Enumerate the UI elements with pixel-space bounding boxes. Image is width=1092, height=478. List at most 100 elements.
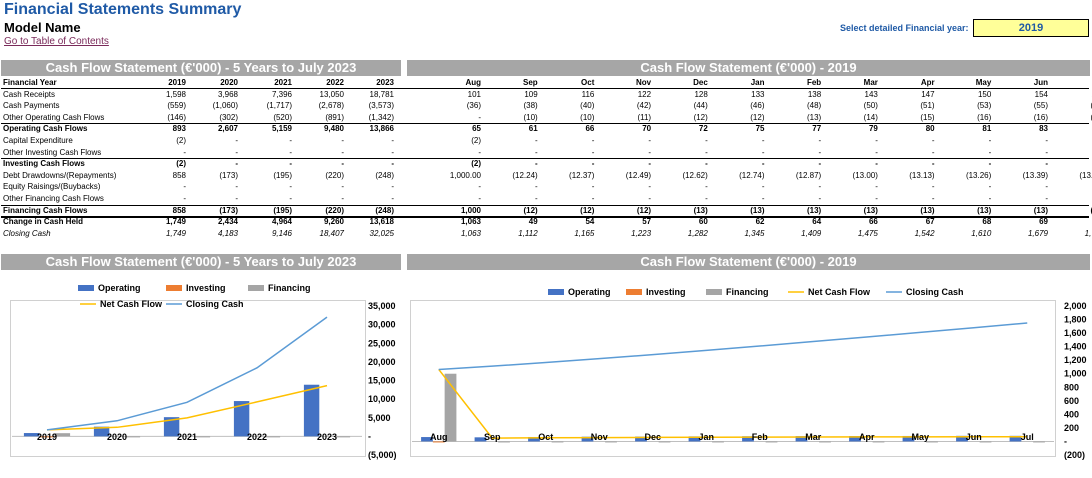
month-header: Jun [1033, 78, 1048, 87]
legend-swatch [706, 289, 722, 295]
table-cell: 49 [528, 217, 538, 227]
line-net-cash-flow [438, 368, 1028, 439]
x-tick-label: May [911, 432, 929, 442]
table-cell: - [591, 194, 595, 203]
table-cell: - [931, 136, 935, 145]
table-cell: - [875, 159, 878, 169]
table-cell: 1,409 [801, 228, 822, 238]
table-cell: 60 [698, 217, 708, 227]
bar-financing [264, 436, 281, 438]
table-cell: 1,063 [460, 217, 481, 227]
table-cell: 57 [642, 217, 652, 227]
table-cell: - [931, 147, 935, 157]
table-cell: (16) [1033, 112, 1048, 122]
table-cell: - [1045, 159, 1048, 169]
total-row-line [1, 158, 1089, 160]
table-cell: - [818, 194, 822, 203]
y-tick-label: 400 [1064, 409, 1079, 419]
table-cell: 1,475 [857, 228, 878, 238]
bar-operating [902, 435, 915, 442]
table-cell: (891) [325, 112, 344, 122]
table-cell: 858 [172, 205, 186, 215]
table-cell: (53) [977, 101, 992, 111]
table-cell: (13.13) [909, 170, 935, 180]
year-header: 2023 [376, 78, 394, 87]
y-tick-label: 200 [1064, 423, 1079, 433]
select-year-label: Select detailed Financial year: [840, 23, 969, 33]
legend-label: Closing Cash [186, 299, 244, 309]
table-cell: - [761, 194, 765, 203]
table-cell: - [988, 182, 992, 192]
table-cell: - [535, 182, 538, 192]
table-cell: (559) [167, 101, 186, 111]
table-cell: 5,159 [271, 124, 292, 134]
table-of-contents-link[interactable]: Go to Table of Contents [4, 36, 109, 47]
x-tick-label: 2022 [247, 432, 267, 442]
table-cell: - [648, 194, 652, 203]
table-cell: - [478, 112, 481, 122]
legend-label: Financing [726, 287, 769, 297]
bar-operating [742, 436, 754, 442]
legend-label: Closing Cash [906, 287, 964, 297]
line-closing-cash [438, 322, 1028, 371]
table-cell: - [235, 182, 238, 192]
table-cell: - [1045, 147, 1048, 157]
table-cell: - [341, 194, 344, 203]
table-cell: - [183, 147, 186, 157]
table-cell: - [391, 159, 394, 169]
table-cell: - [478, 182, 481, 192]
table-cell: (13) [1033, 205, 1048, 215]
table-cell: 83 [1055, 124, 1092, 134]
bar-operating [795, 436, 808, 442]
table-cell: 79 [868, 124, 878, 134]
monthly-cash-flow-chart: 2,000 1,800 1,600 1,400 1,200 1,000 800 600 400 2… [412, 287, 1087, 460]
month-header: Feb [806, 78, 822, 87]
line-closing-cash [46, 316, 328, 431]
table-cell: - [875, 136, 878, 145]
table-cell: - [391, 147, 394, 157]
table-cell: 83 [1039, 124, 1048, 134]
table-cell: 1,223 [631, 228, 652, 238]
table-cell: (42) [636, 101, 652, 111]
bar-financing [819, 441, 831, 443]
financial-year-header: Financial Year [3, 78, 57, 87]
table-cell: (13) [750, 205, 765, 215]
bar-financing [498, 441, 510, 443]
table-cell: 128 [694, 89, 708, 99]
table-cell: (2) [471, 159, 481, 169]
table-cell: - [705, 147, 708, 157]
table-cell: (1,342) [368, 112, 394, 122]
bar-financing [926, 441, 938, 443]
table-cell: - [235, 136, 238, 145]
table-cell: - [183, 182, 186, 192]
table-cell: 69 [1039, 217, 1048, 227]
table-cell: (44) [693, 101, 708, 111]
table-cell: - [591, 159, 595, 169]
table-cell: (2) [471, 136, 481, 145]
table-cell: - [289, 182, 292, 192]
month-header: Mar [863, 78, 878, 87]
table-cell: - [818, 182, 822, 192]
table-cell: - [591, 147, 595, 157]
annual-cash-flow-chart: 35,000 30,000 25,000 20,000 15,000 10,000 5,00… [12, 283, 397, 460]
table-cell: - [761, 147, 765, 157]
table-cell: - [289, 147, 292, 157]
line-net-cash-flow [46, 384, 328, 431]
financial-year-select[interactable]: 2019 [973, 19, 1089, 37]
table-cell: 32,025 [369, 228, 394, 238]
table-cell: 80 [925, 124, 935, 134]
x-tick-label: Mar [805, 432, 822, 442]
month-header: Nov [635, 78, 652, 87]
table-cell: (220) [325, 205, 344, 215]
bar-operating [421, 437, 433, 442]
table-cell: - [818, 136, 822, 145]
table-cell: - [1045, 194, 1048, 203]
table-cell: (13.39) [1022, 170, 1048, 180]
table-cell: (13) [977, 205, 992, 215]
table-cell: (17) [1055, 113, 1092, 123]
y-tick-label: 10,000 [368, 394, 396, 404]
total-row-line [1, 123, 1089, 125]
bar-operating [23, 433, 40, 437]
table-cell: (12.24) [512, 170, 538, 180]
x-tick-label: 2023 [317, 432, 337, 442]
